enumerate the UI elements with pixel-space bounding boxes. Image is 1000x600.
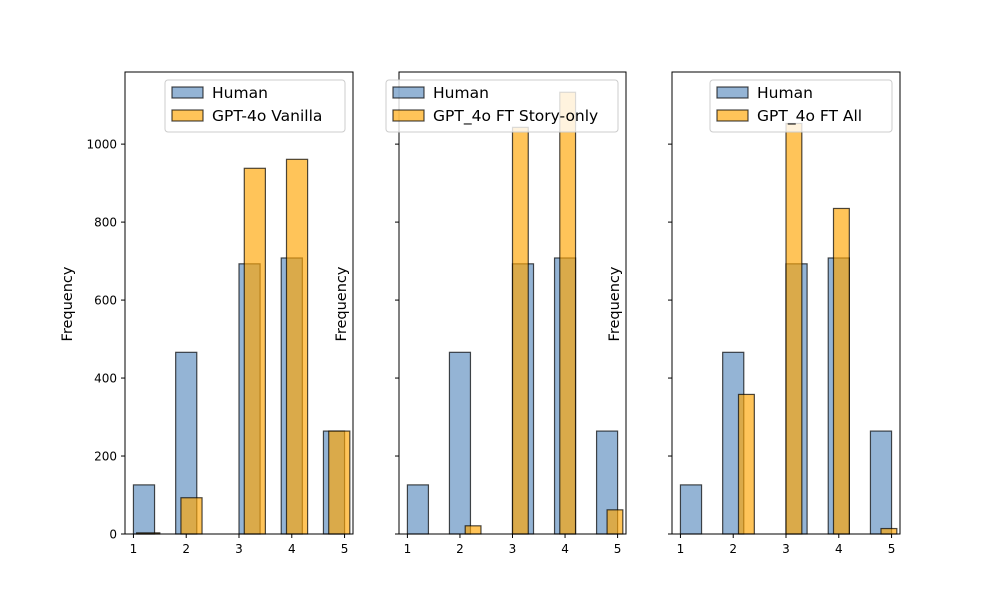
bar-gpt-1-4 (285, 158, 309, 535)
x-tick-label: 3 (782, 542, 790, 556)
x-tick-label: 3 (509, 542, 517, 556)
bar-gpt-1-2 (180, 497, 203, 535)
x-tick-label: 2 (456, 542, 464, 556)
legend-box (385, 79, 619, 133)
y-axis-label: Frequency (607, 266, 623, 341)
bar-human-1-1 (132, 484, 156, 535)
bar-gpt-3-2 (785, 122, 803, 535)
legend-label: GPT_4o FT All (757, 107, 862, 126)
subplot-2: 1 2 3 4 5 Frequency Human GPT_4o FT Story-only (334, 71, 627, 556)
x-tick-label: 5 (341, 542, 349, 556)
legend-label: GPT-4o Vanilla (212, 107, 322, 125)
y-tick-label: 800 (94, 216, 117, 230)
bar-human-3-1 (679, 484, 703, 535)
bar-gpt-2-3 (559, 91, 577, 535)
y-tick-label: 200 (94, 450, 117, 464)
legend-swatch (716, 86, 749, 99)
y-axis-label: Frequency (60, 266, 76, 341)
legend-label: Human (212, 84, 268, 102)
legend-box (709, 79, 893, 133)
legend-label: Human (757, 84, 813, 102)
bar-human-2-1 (406, 484, 430, 535)
x-tick-label: 1 (677, 542, 685, 556)
bar-gpt-3-3 (832, 207, 850, 535)
x-tick-label: 1 (404, 542, 412, 556)
y-axis-label: Frequency (334, 266, 350, 341)
x-tick-label: 4 (561, 542, 569, 556)
y-tick-label: 0 (109, 528, 117, 542)
x-tick-label: 5 (614, 542, 622, 556)
x-tick-label: 5 (888, 542, 896, 556)
bar-gpt-1-5 (328, 430, 351, 535)
legend-swatch (171, 109, 204, 122)
bar-gpt-2-2 (511, 126, 529, 535)
y-tick-label: 400 (94, 372, 117, 386)
x-tick-label: 3 (235, 542, 243, 556)
legend-3: Human GPT_4o FT All (709, 79, 893, 133)
subplot-3: 1 2 3 4 5 Frequency Human GPT_4o FT All (607, 71, 901, 556)
bar-gpt-3-4 (880, 527, 898, 535)
bar-human-2-2 (448, 351, 472, 535)
legend-swatch (392, 86, 425, 99)
x-tick-label: 4 (288, 542, 296, 556)
x-tick-label: 4 (835, 542, 843, 556)
bar-gpt-3-1 (737, 393, 755, 535)
bar-gpt-1-3 (243, 167, 266, 535)
y-tick-label: 1000 (86, 138, 117, 152)
legend-label: Human (433, 84, 489, 102)
legend-1: Human GPT-4o Vanilla (164, 79, 346, 133)
legend-swatch (392, 109, 425, 122)
x-tick-label: 1 (130, 542, 138, 556)
subplot-1: 1 2 3 4 5 0 200 400 600 800 1000 Frequency Human GPT-… (60, 71, 354, 556)
legend-swatch (716, 109, 749, 122)
x-tick-label: 2 (182, 542, 190, 556)
legend-2: Human GPT_4o FT Story-only (385, 79, 619, 133)
bar-gpt-2-4 (606, 509, 624, 535)
legend-box (164, 79, 346, 133)
x-tick-label: 2 (729, 542, 737, 556)
bar-gpt-2-1 (464, 525, 482, 535)
bar-human-3-5 (869, 430, 893, 535)
y-tick-label: 600 (94, 294, 117, 308)
legend-label: GPT_4o FT Story-only (433, 107, 598, 126)
legend-swatch (171, 86, 204, 99)
